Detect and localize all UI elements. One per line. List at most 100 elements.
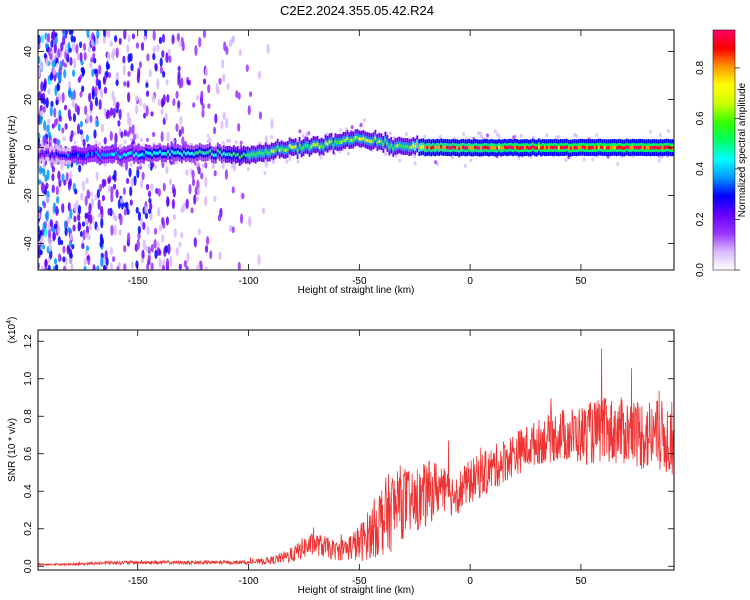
spectrogram-noise-cell (96, 265, 100, 270)
snr-line (38, 348, 674, 567)
spectrogram-band-core (364, 138, 367, 142)
spectrogram-noise-cell (73, 131, 77, 136)
spectrogram-noise-cell (89, 100, 93, 112)
spectrogram-noise-cell (38, 137, 41, 145)
spectrogram-band-core (428, 145, 431, 149)
spectrogram-noise-cell (150, 244, 154, 253)
spectrogram-noise-cell (186, 252, 190, 263)
spectrogram-band-core (220, 153, 223, 157)
spectrogram-noise-cell (64, 122, 68, 130)
spectrogram-noise-cell (194, 44, 198, 56)
spectrogram-band-core (416, 142, 419, 146)
spectrogram-noise-cell (100, 217, 104, 229)
spectrogram-noise-cell (131, 33, 136, 40)
spectrogram-band-core (352, 138, 355, 142)
spectrogram-band-core (651, 145, 654, 150)
spectrogram-noise-cell (68, 30, 72, 36)
spectrogram-noise-cell (462, 132, 466, 137)
spectrogram-noise-cell (64, 220, 69, 229)
spectrogram-band-core (115, 150, 117, 154)
spectrogram-noise-cell (56, 196, 60, 204)
spectrogram-band-core (182, 150, 185, 154)
spectrogram-noise-cell (162, 182, 166, 192)
spectrogram-band-core (659, 145, 662, 150)
spectrogram-noise-cell (62, 136, 66, 142)
spectrogram-noise-cell (595, 133, 599, 138)
spectrogram-band-core (346, 136, 349, 141)
spectrogram-noise-cell (102, 36, 106, 45)
colorbar-tick-label: 0.2 (695, 212, 706, 226)
spectrogram-noise-cell (113, 224, 117, 236)
spectrogram-noise-cell (125, 201, 129, 211)
spectrogram-noise-cell (70, 91, 74, 101)
spectrogram-noise-cell (139, 179, 144, 189)
spectrogram-noise-cell (114, 215, 118, 222)
spectrogram-band-core (448, 146, 451, 150)
spectrogram-noise-cell (95, 171, 99, 181)
spectrogram-band-core (611, 145, 614, 150)
spectrogram-noise-cell (71, 100, 75, 108)
spectrogram-band-core (629, 146, 632, 150)
spectrogram-noise-cell (39, 64, 43, 71)
spectrogram-band-core (344, 138, 347, 143)
spectrogram-noise-cell (89, 115, 93, 123)
spectrogram-band-core (332, 144, 335, 148)
colorbar-tick-label: 0.6 (695, 111, 706, 125)
spectrogram-band-core (440, 145, 443, 149)
spectrogram-noise-cell (346, 151, 350, 156)
spectrogram-noise-cell (143, 35, 147, 41)
spectrogram-noise-cell (88, 222, 93, 231)
snr-x-tick-label: -150 (128, 576, 148, 587)
spectrogram-band-core (268, 151, 271, 155)
spectrogram-y-tick-label: 40 (23, 46, 34, 58)
spectrogram-noise-cell (264, 135, 268, 144)
spectrogram-noise-cell (142, 221, 146, 231)
spectrogram-noise-cell (221, 161, 225, 170)
spectrogram-y-axis-label: Frequency (Hz) (7, 116, 18, 185)
spectrogram-noise-cell (64, 227, 68, 237)
snr-y-tick-label: 0.2 (23, 521, 34, 535)
spectrogram-noise-cell (83, 257, 87, 266)
chart-title: C2E2.2024.355.05.42.R24 (280, 3, 434, 18)
spectrogram-band-core (547, 145, 550, 150)
spectrogram-band-core (278, 148, 281, 152)
spectrogram-noise-cell (39, 104, 43, 113)
spectrogram-y-tick-label: -20 (23, 188, 34, 203)
spectrogram-noise-cell (61, 92, 65, 104)
spectrogram-noise-cell (185, 169, 189, 176)
spectrogram-band-core (472, 146, 474, 150)
spectrogram-noise-cell (162, 220, 166, 229)
spectrogram-noise-cell (157, 98, 161, 107)
spectrogram-noise-cell (76, 105, 80, 116)
spectrogram-noise-cell (138, 61, 143, 69)
spectrogram-band-core (137, 154, 139, 158)
spectrogram-noise-cell (47, 229, 52, 239)
spectrogram-noise-cell (82, 42, 87, 51)
spectrogram-noise-cell (116, 176, 121, 188)
spectrogram-noise-cell (148, 68, 152, 78)
spectrogram-band-core (641, 145, 644, 150)
spectrogram-noise-cell (65, 171, 69, 182)
spectrogram-band-core (125, 153, 127, 157)
spectrogram-noise-cell (52, 231, 56, 242)
spectrogram-noise-cell (319, 155, 323, 160)
spectrogram-band-core (151, 153, 153, 157)
spectrogram-noise-cell (423, 134, 427, 139)
spectrogram-noise-cell (71, 244, 75, 250)
spectrogram-noise-cell (129, 138, 133, 143)
spectrogram-noise-cell (58, 178, 62, 188)
spectrogram-band-core (256, 151, 259, 156)
spectrogram-noise-cell (94, 85, 98, 97)
spectrogram-noise-cell (85, 218, 89, 225)
spectrogram-noise-cell (172, 46, 176, 57)
spectrogram-noise-cell (72, 113, 77, 123)
spectrogram-noise-cell (102, 77, 107, 85)
spectrogram-noise-cell (105, 111, 109, 120)
snr-multiplier-base: (x10 (7, 323, 18, 343)
spectrogram-noise-cell (43, 120, 47, 131)
spectrogram-noise-cell (73, 58, 77, 69)
spectrogram-noise-cell (42, 165, 46, 170)
spectrogram-noise-cell (263, 170, 267, 175)
spectrogram-band-core (159, 150, 161, 154)
spectrogram-noise-cell (86, 255, 90, 261)
